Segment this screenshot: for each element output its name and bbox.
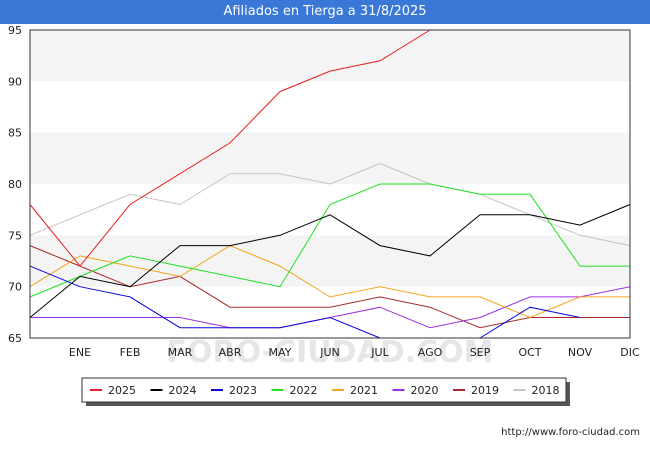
x-tick-label: DIC — [620, 346, 640, 359]
legend-label-2025: 2025 — [108, 384, 136, 397]
y-tick-label: 80 — [8, 178, 22, 191]
series-line-2023 — [479, 306, 581, 339]
x-tick-label: SEP — [470, 346, 491, 359]
legend-items: 2025 2024 2023 2022 2021 2020 2019 2018 — [90, 384, 560, 397]
band-80 — [30, 132, 630, 184]
y-tick-label: 65 — [8, 332, 22, 345]
x-tick-label: NOV — [568, 346, 593, 359]
plot-frame — [29, 29, 631, 339]
y-tick-label: 90 — [8, 75, 22, 88]
x-tick-label: MAR — [168, 346, 193, 359]
y-axis: 65 70 75 80 85 90 95 — [8, 24, 22, 345]
x-tick-label: FEB — [120, 346, 141, 359]
x-tick-label: ENE — [69, 346, 91, 359]
legend-label-2023: 2023 — [229, 384, 257, 397]
y-tick-label: 95 — [8, 24, 22, 37]
source-credit: http://www.foro-ciudad.com — [501, 427, 640, 438]
y-tick-label: 85 — [8, 127, 22, 140]
legend-label-2021: 2021 — [350, 384, 378, 397]
series-line-2024 — [29, 204, 631, 318]
legend-label-2020: 2020 — [411, 384, 439, 397]
series-line-2021 — [29, 245, 630, 319]
legend-box — [81, 377, 567, 403]
band-90 — [30, 30, 630, 82]
x-tick-label: ABR — [219, 346, 242, 359]
y-tick-label: 70 — [8, 281, 22, 294]
band-70 — [30, 235, 630, 287]
watermark: FORO-CIUDAD.COM — [167, 335, 494, 370]
legend-label-2024: 2024 — [169, 384, 197, 397]
series-lines — [29, 29, 631, 339]
background-bands — [30, 30, 630, 287]
legend-label-2022: 2022 — [290, 384, 318, 397]
x-tick-label: JUL — [370, 346, 389, 359]
legend: 2025 2024 2023 2022 2021 2020 2019 2018 — [81, 377, 570, 406]
legend-label-2018: 2018 — [532, 384, 560, 397]
series-line-2025 — [29, 29, 431, 267]
x-tick-label: MAY — [269, 346, 292, 359]
x-tick-label: OCT — [518, 346, 541, 359]
y-tick-label: 75 — [8, 229, 22, 242]
series-line-2023 — [29, 265, 381, 339]
series-line-2022 — [29, 183, 630, 298]
x-tick-label: AGO — [418, 346, 443, 359]
chart-title: Afiliados en Tierga a 31/8/2025 — [0, 0, 650, 24]
x-axis: ENE FEB MAR ABR MAY JUN JUL AGO SEP OCT NOV DIC — [69, 346, 640, 359]
legend-label-2019: 2019 — [471, 384, 499, 397]
x-tick-label: JUN — [319, 346, 340, 359]
